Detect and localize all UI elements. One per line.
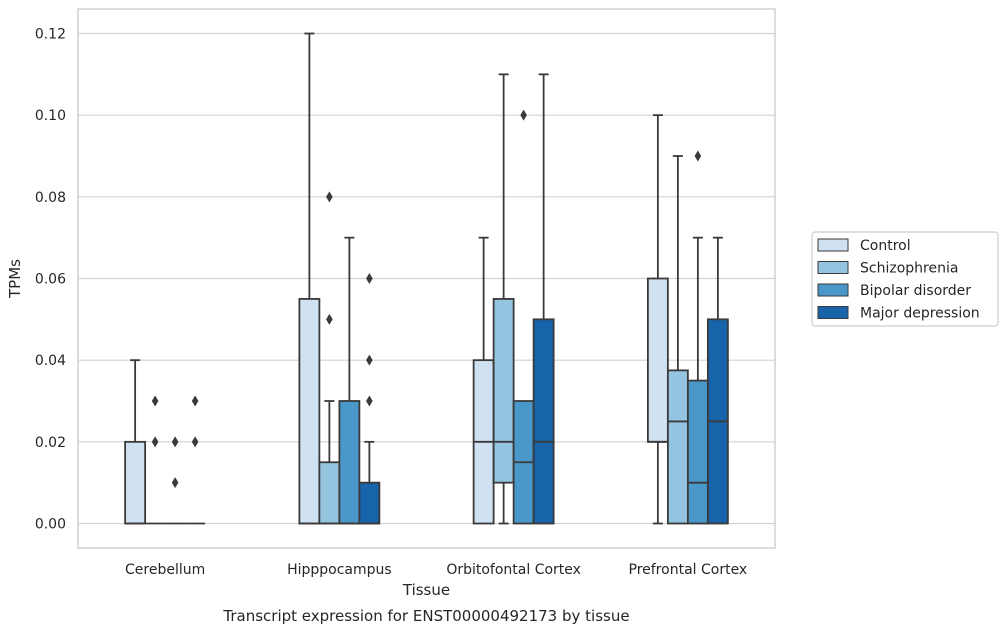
box-bipolar-disorder [338, 236, 361, 525]
box-iqr [358, 481, 381, 525]
box-schizophrenia [492, 73, 515, 525]
chart-caption: Transcript expression for ENST0000049217… [222, 607, 629, 625]
outlier-point [151, 395, 159, 407]
outlier-point [366, 395, 373, 407]
outlier-point [326, 191, 333, 203]
box-bipolar-disorder [512, 109, 535, 525]
box-iqr [492, 298, 515, 484]
box-iqr [298, 298, 321, 525]
box-major-depression [185, 395, 206, 525]
x-tick-label: Cerebellum [125, 562, 205, 578]
legend-swatch [817, 283, 849, 297]
y-tick-label: 0.12 [35, 27, 66, 43]
box-schizophrenia [666, 155, 689, 525]
y-tick-label: 0.08 [35, 190, 66, 206]
x-axis-label: Tissue [402, 581, 450, 599]
box-iqr [338, 400, 361, 525]
outlier-point [694, 150, 702, 162]
box-control [472, 236, 495, 525]
box-bipolar-disorder [165, 436, 186, 525]
y-tick-label: 0.02 [35, 435, 66, 451]
outlier-point [366, 273, 373, 284]
box-schizophrenia [145, 395, 166, 525]
box-control [124, 359, 147, 525]
y-axis-label: TPMs [6, 259, 24, 299]
y-tick-labels: 0.00 0.02 0.04 0.06 0.08 0.10 0.12 [35, 27, 66, 533]
outlier-point [326, 313, 333, 325]
legend-swatch [817, 238, 849, 252]
outlier-point [171, 436, 179, 448]
legend-swatch [817, 261, 849, 274]
y-tick-label: 0.10 [35, 108, 66, 124]
x-tick-label: Orbitofontal Cortex [446, 562, 581, 578]
outlier-point [366, 354, 373, 366]
box-iqr [318, 461, 341, 525]
outlier-point [191, 436, 199, 448]
y-tick-label: 0.04 [35, 353, 66, 369]
legend-label: Schizophrenia [860, 261, 958, 277]
box-iqr [686, 379, 709, 525]
x-tick-label: Prefrontal Cortex [629, 562, 748, 578]
y-tick-label: 0.06 [35, 272, 66, 288]
legend-label: Bipolar disorder [860, 283, 971, 299]
legend-label: Major depression [860, 306, 980, 322]
y-tick-label: 0.00 [35, 517, 66, 533]
box-bipolar-disorder [686, 150, 709, 525]
legend-swatch [817, 306, 849, 319]
box-major-depression [532, 73, 555, 525]
box-iqr [532, 318, 555, 525]
box-schizophrenia [318, 191, 341, 525]
box-iqr [646, 277, 669, 443]
box-plot-marks [124, 32, 729, 525]
box-iqr [666, 369, 689, 525]
outlier-point [191, 395, 199, 407]
legend: Control Schizophrenia Bipolar disorder Majo… [811, 231, 999, 327]
box-iqr [124, 440, 147, 525]
x-tick-labels: Cerebellum Hipppocampus Orbitofontal Corte… [125, 562, 747, 578]
legend-frame [811, 231, 999, 327]
x-tick-label: Hipppocampus [287, 562, 392, 578]
outlier-point [171, 477, 179, 489]
box-major-depression [706, 236, 729, 525]
legend-label: Control [860, 238, 911, 254]
outlier-point [151, 436, 159, 448]
box-major-depression [358, 273, 381, 525]
box-control [646, 114, 669, 525]
box-control [298, 32, 321, 525]
plot-frame [77, 8, 776, 549]
outlier-point [520, 109, 527, 121]
